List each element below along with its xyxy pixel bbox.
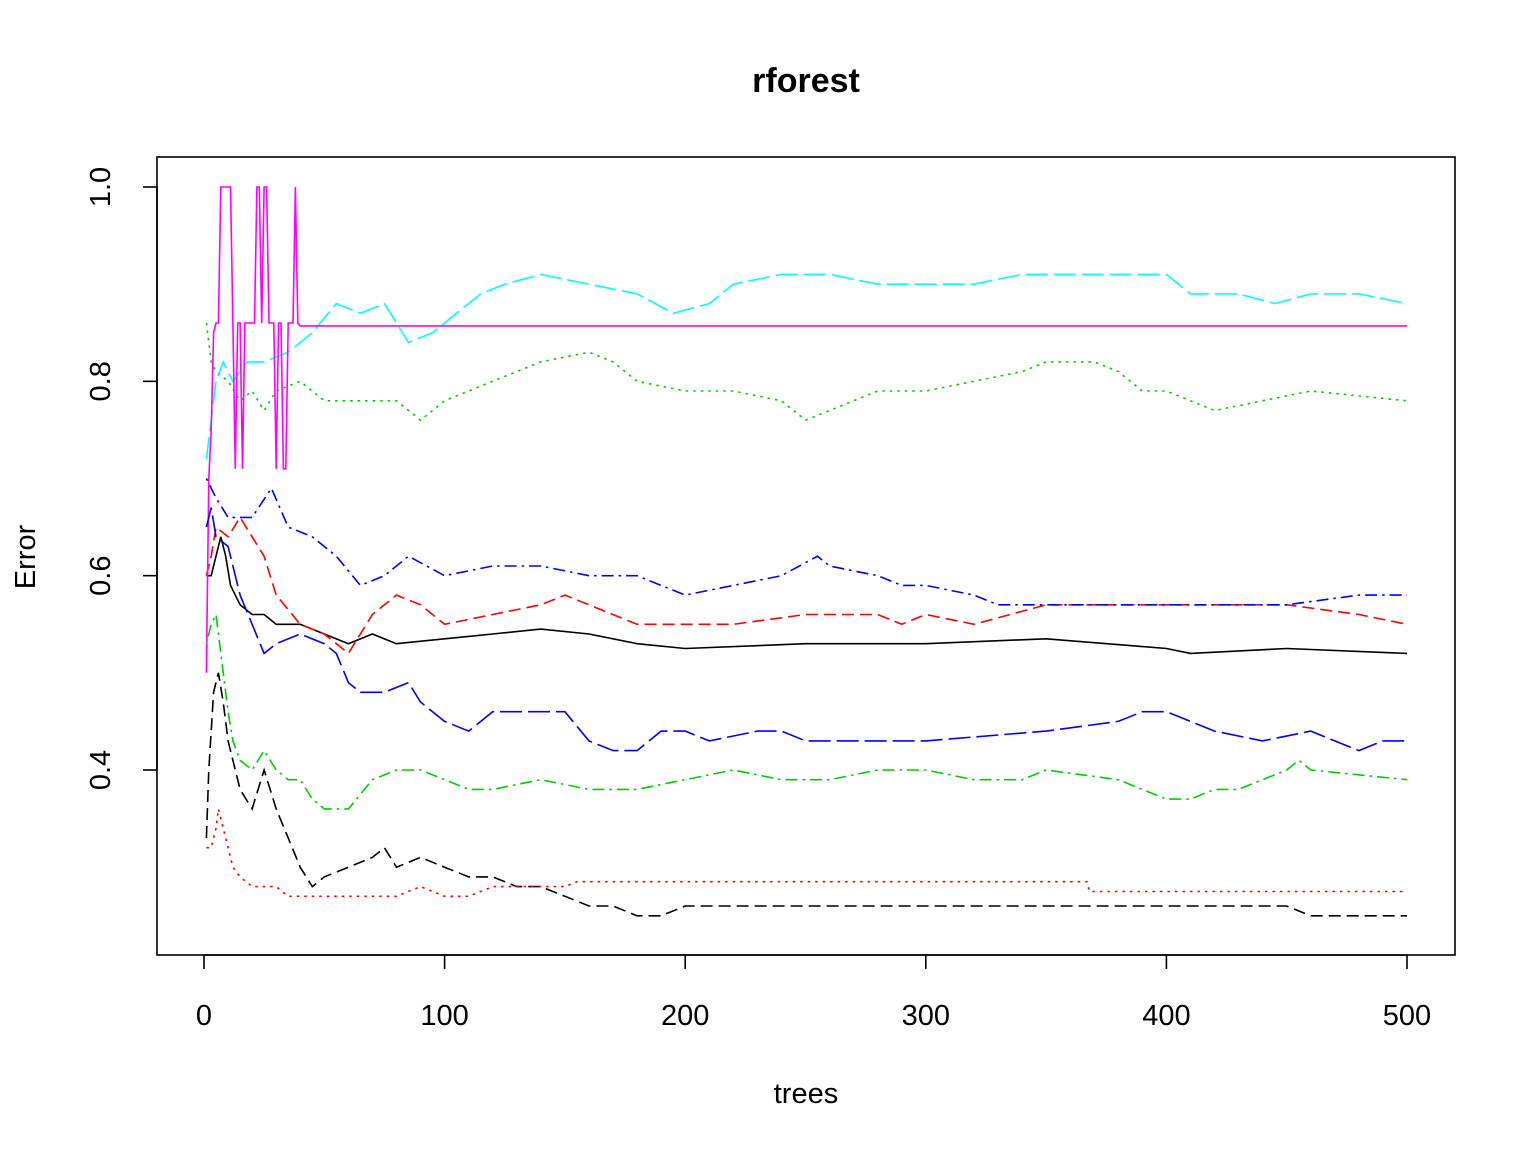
x-tick-label: 200 — [661, 1000, 709, 1032]
series-line-1 — [206, 536, 1408, 655]
series-line-6 — [205, 186, 1407, 673]
y-axis-label: Error — [10, 524, 42, 589]
series-line-3 — [205, 322, 1408, 422]
y-tick-label: 1.0 — [85, 167, 117, 207]
series-layer — [205, 186, 1408, 917]
series-line-5 — [205, 273, 1408, 460]
series-line-4 — [205, 478, 1407, 606]
chart-title: rforest — [752, 62, 860, 100]
series-line-10 — [205, 611, 1408, 810]
x-tick-label: 400 — [1142, 1000, 1190, 1032]
x-axis-label: trees — [774, 1078, 838, 1110]
x-tick-label: 0 — [196, 1000, 212, 1032]
x-tick-label: 100 — [420, 1000, 468, 1032]
y-tick-label: 0.4 — [85, 750, 117, 790]
series-line-7 — [205, 672, 1407, 917]
x-tick-label: 500 — [1383, 1000, 1431, 1032]
y-axis: 0.4 0.6 0.8 1.0 — [85, 167, 158, 790]
series-line-2 — [205, 515, 1408, 655]
series-line-9 — [205, 507, 1407, 752]
plot-frame — [156, 156, 1456, 956]
x-axis: 0 100 200 300 400 500 — [196, 954, 1431, 1032]
y-tick-label: 0.6 — [85, 556, 117, 596]
series-line-8 — [206, 808, 1407, 898]
y-tick-label: 0.8 — [85, 361, 117, 401]
x-tick-label: 300 — [902, 1000, 950, 1032]
